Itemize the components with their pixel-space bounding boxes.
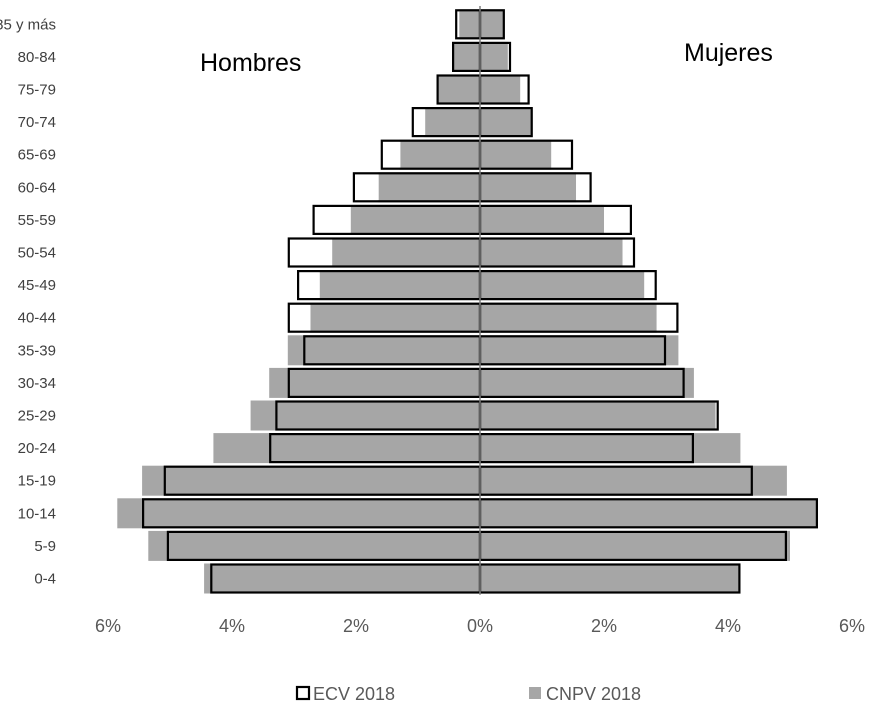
age-label-0-4: 0-4 [34,571,56,588]
age-label-65-69: 65-69 [18,147,56,164]
bar-cnpv-mujeres-40-44 [480,302,657,333]
age-label-40-44: 40-44 [18,310,56,327]
age-label-10-14: 10-14 [18,505,56,522]
bar-cnpv-mujeres-15-19 [480,465,787,496]
legend: ECV 2018 CNPV 2018 [295,684,641,704]
bar-cnpv-hombres-10-14 [117,498,481,529]
age-label-80-84: 80-84 [18,49,56,66]
x-tick-label: 6% [839,616,865,636]
x-tick-label: 0% [467,616,493,636]
age-label-25-29: 25-29 [18,408,56,425]
bar-cnpv-mujeres-35-39 [480,335,679,366]
bar-ecv-mujeres-excess-55-59 [604,206,630,233]
bar-ecv-mujeres-excess-75-79 [520,76,528,103]
x-tick-label: 2% [343,616,369,636]
x-tick-label: 6% [95,616,121,636]
age-label-85-y-m-s: 85 y más [0,16,56,33]
age-label-50-54: 50-54 [18,245,56,262]
bar-cnpv-hombres-75-79 [436,74,480,105]
bar-ecv-hombres-excess-40-44 [289,304,311,331]
legend-ecv-swatch [295,685,311,701]
bar-cnpv-mujeres-80-84 [480,41,508,72]
bar-cnpv-hombres-0-4 [204,563,480,594]
bar-ecv-mujeres-excess-50-54 [622,239,633,266]
bar-cnpv-mujeres-60-64 [480,172,577,203]
bar-cnpv-mujeres-10-14 [480,498,818,529]
legend-cnpv-swatch [529,687,541,699]
bar-cnpv-mujeres-5-9 [480,530,790,561]
bar-cnpv-hombres-35-39 [287,335,480,366]
age-label-15-19: 15-19 [18,473,56,490]
bar-cnpv-hombres-50-54 [331,237,480,268]
bar-cnpv-mujeres-25-29 [480,400,716,431]
bar-ecv-hombres-excess-70-74 [413,109,426,136]
x-tick-label: 4% [715,616,741,636]
bar-cnpv-mujeres-20-24 [480,433,741,464]
bar-ecv-mujeres-excess-65-69 [551,141,571,168]
age-label-60-64: 60-64 [18,179,56,196]
bar-ecv-mujeres-excess-45-49 [644,272,655,299]
legend-cnpv-label: CNPV 2018 [546,684,641,704]
bar-cnpv-hombres-15-19 [142,465,480,496]
bar-cnpv-mujeres-75-79 [480,74,521,105]
bar-cnpv-hombres-40-44 [309,302,480,333]
bar-ecv-hombres-excess-50-54 [289,239,333,266]
bar-cnpv-mujeres-30-34 [480,367,694,398]
bar-ecv-hombres-excess-45-49 [299,272,320,299]
bar-cnpv-mujeres-0-4 [480,563,741,594]
cnpv-bars-group [117,9,818,594]
bar-cnpv-hombres-45-49 [318,270,480,301]
bar-ecv-mujeres-excess-60-64 [576,174,590,201]
age-label-30-34: 30-34 [18,375,56,392]
bar-cnpv-hombres-65-69 [399,139,480,170]
bar-cnpv-mujeres-55-59 [480,204,604,235]
bar-cnpv-mujeres-85-y-m-s [480,9,505,40]
side-label-mujeres: Mujeres [684,39,773,67]
bar-cnpv-mujeres-50-54 [480,237,623,268]
bar-cnpv-hombres-70-74 [424,107,480,138]
x-tick-label: 2% [591,616,617,636]
bar-ecv-hombres-excess-85-y-m-s [457,11,460,38]
bar-ecv-mujeres-excess-80-84 [507,43,509,70]
bar-ecv-mujeres-excess-25-29 [715,402,717,429]
age-label-75-79: 75-79 [18,82,56,99]
bar-cnpv-mujeres-65-69 [480,139,552,170]
age-label-45-49: 45-49 [18,277,56,294]
bar-cnpv-hombres-55-59 [349,204,480,235]
bar-ecv-hombres-excess-65-69 [382,141,401,168]
age-label-20-24: 20-24 [18,440,56,457]
x-tick-labels-group: 6% 4% 2% 0% 2% 4% 6% [95,616,865,636]
bar-ecv-mujeres-excess-40-44 [656,304,677,331]
age-label-35-39: 35-39 [18,342,56,359]
bar-cnpv-hombres-25-29 [250,400,480,431]
bar-cnpv-mujeres-45-49 [480,270,645,301]
x-tick-label: 4% [219,616,245,636]
legend-ecv-label: ECV 2018 [313,684,395,704]
age-label-5-9: 5-9 [34,538,56,555]
bar-cnpv-hombres-30-34 [269,367,480,398]
bar-cnpv-hombres-20-24 [213,433,480,464]
age-labels-group: 0-4 5-9 10-14 15-19 20-24 25-29 30-34 35-39 40-4… [0,16,56,587]
bar-ecv-hombres-excess-60-64 [354,174,379,201]
side-label-hombres: Hombres [200,49,301,77]
bar-cnpv-mujeres-70-74 [480,107,533,138]
age-label-55-59: 55-59 [18,212,56,229]
bar-cnpv-hombres-85-y-m-s [458,9,480,40]
bar-cnpv-hombres-80-84 [452,41,480,72]
bar-cnpv-hombres-5-9 [148,530,481,561]
age-label-70-74: 70-74 [18,114,56,131]
bar-ecv-hombres-excess-55-59 [314,206,351,233]
bar-cnpv-hombres-60-64 [377,172,480,203]
